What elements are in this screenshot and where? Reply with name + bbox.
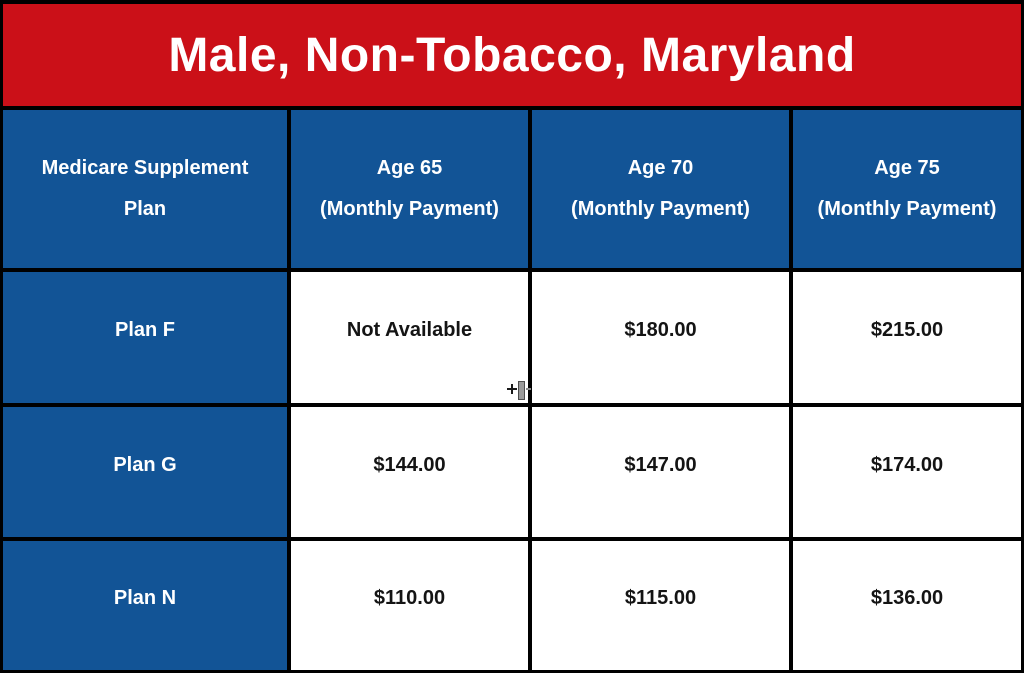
row-label-plan-f: Plan F — [3, 272, 287, 403]
cell-plan-f-age-70: $180.00 — [532, 272, 789, 403]
header-line-1: Medicare Supplement — [41, 157, 249, 179]
header-line-1: Age 65 — [376, 157, 443, 179]
header-line-2: Plan — [123, 198, 167, 220]
cell-plan-n-age-65: $110.00 — [291, 541, 528, 670]
cell-plan-g-age-75: $174.00 — [793, 407, 1021, 537]
row-label-plan-g: Plan G — [3, 407, 287, 537]
cell-plan-n-age-75: $136.00 — [793, 541, 1021, 670]
header-line-1: Age 70 — [627, 157, 694, 179]
cell-plan-n-age-70: $115.00 — [532, 541, 789, 670]
header-line-2: (Monthly Payment) — [817, 198, 997, 220]
cell-plan-f-age-65: Not Available — [291, 272, 528, 403]
header-line-2: (Monthly Payment) — [320, 198, 499, 220]
title-banner: Male, Non-Tobacco, Maryland — [3, 4, 1021, 106]
page-title: Male, Non-Tobacco, Maryland — [168, 28, 856, 82]
header-line-2: (Monthly Payment) — [571, 198, 750, 220]
header-line-1: Age 75 — [874, 157, 940, 179]
header-medicare-supplement-plan: Medicare Supplement Plan — [3, 110, 287, 268]
cell-plan-g-age-70: $147.00 — [532, 407, 789, 537]
header-age-70: Age 70 (Monthly Payment) — [532, 110, 789, 268]
cell-plan-f-age-75: $215.00 — [793, 272, 1021, 403]
header-age-75: Age 75 (Monthly Payment) — [793, 110, 1021, 268]
row-label-plan-n: Plan N — [3, 541, 287, 670]
header-age-65: Age 65 (Monthly Payment) — [291, 110, 528, 268]
cell-plan-g-age-65: $144.00 — [291, 407, 528, 537]
